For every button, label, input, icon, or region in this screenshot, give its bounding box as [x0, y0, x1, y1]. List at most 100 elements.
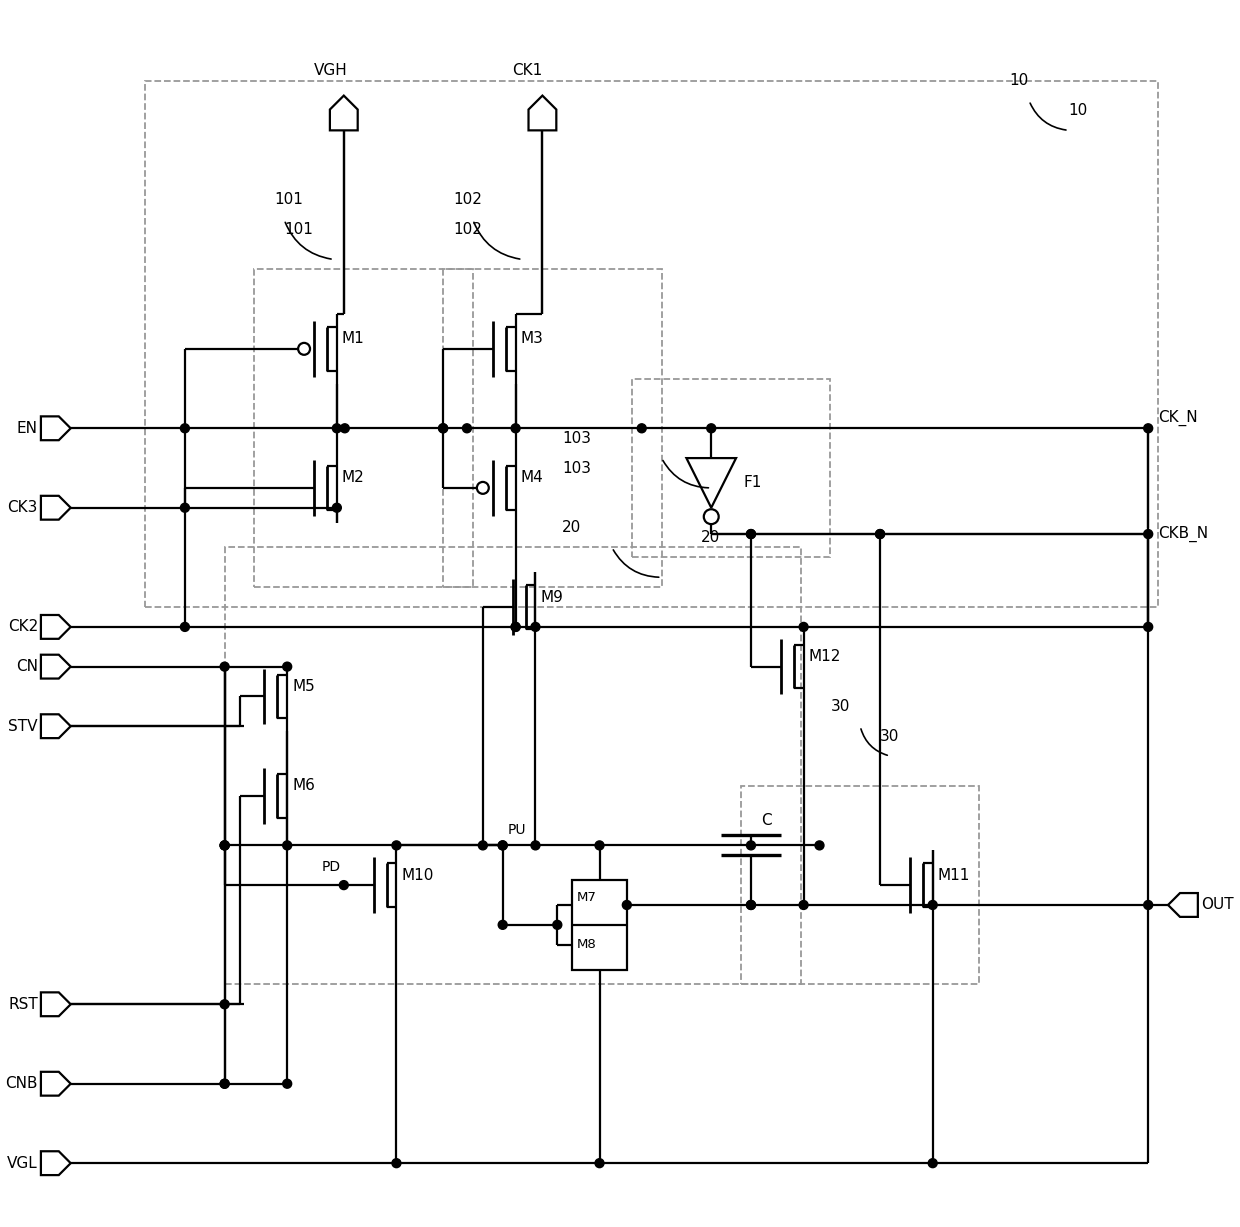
Circle shape [704, 509, 719, 524]
Text: M9: M9 [541, 590, 563, 605]
Circle shape [799, 901, 808, 909]
Bar [224, 547, 801, 984]
Text: VGH: VGH [314, 64, 347, 79]
Circle shape [283, 663, 291, 671]
Text: 30: 30 [831, 699, 849, 714]
Circle shape [463, 423, 471, 433]
Circle shape [439, 423, 448, 433]
Text: 10: 10 [1069, 103, 1087, 118]
Circle shape [875, 530, 884, 539]
Text: CK1: CK1 [512, 64, 543, 79]
Circle shape [929, 901, 937, 909]
Circle shape [746, 530, 755, 539]
Text: CK3: CK3 [7, 501, 38, 515]
Circle shape [746, 840, 755, 850]
Circle shape [498, 840, 507, 850]
Text: CKB_N: CKB_N [1158, 526, 1208, 542]
Circle shape [746, 901, 755, 909]
Circle shape [332, 423, 341, 433]
Circle shape [553, 920, 562, 929]
Text: CN: CN [16, 659, 38, 674]
Text: F1: F1 [743, 475, 761, 491]
Circle shape [340, 423, 350, 433]
Circle shape [340, 881, 348, 890]
Circle shape [181, 423, 190, 433]
Circle shape [221, 663, 229, 671]
Text: 101: 101 [284, 222, 312, 237]
Text: 102: 102 [453, 222, 482, 237]
Text: M2: M2 [342, 470, 365, 486]
Text: M8: M8 [577, 939, 596, 951]
Circle shape [221, 1080, 229, 1088]
Circle shape [746, 901, 755, 909]
Text: STV: STV [9, 719, 38, 734]
Circle shape [498, 920, 507, 929]
Circle shape [595, 840, 604, 850]
Circle shape [511, 423, 520, 433]
Circle shape [531, 840, 539, 850]
Circle shape [875, 530, 884, 539]
Circle shape [746, 530, 755, 539]
Circle shape [1143, 423, 1153, 433]
Bar [443, 270, 662, 588]
Text: 30: 30 [880, 729, 899, 744]
Text: M12: M12 [808, 649, 841, 664]
Circle shape [221, 840, 229, 850]
Circle shape [595, 1158, 604, 1168]
Text: M7: M7 [577, 891, 596, 903]
Circle shape [511, 622, 520, 632]
Circle shape [181, 503, 190, 512]
Bar [632, 379, 831, 557]
Circle shape [622, 901, 631, 909]
Circle shape [929, 1158, 937, 1168]
Bar [742, 785, 980, 984]
Circle shape [392, 1158, 401, 1168]
Text: VGL: VGL [7, 1156, 38, 1171]
Text: M4: M4 [521, 470, 543, 486]
Circle shape [1143, 901, 1153, 909]
Circle shape [283, 1080, 291, 1088]
Text: 103: 103 [562, 460, 591, 476]
Circle shape [439, 423, 448, 433]
Circle shape [479, 840, 487, 850]
Text: C: C [761, 814, 771, 828]
Text: 20: 20 [562, 520, 582, 535]
Text: PU: PU [507, 823, 526, 838]
Text: M11: M11 [937, 867, 970, 882]
Circle shape [1143, 622, 1153, 632]
Text: CNB: CNB [5, 1076, 38, 1091]
Text: 103: 103 [562, 431, 591, 445]
Text: 10: 10 [1009, 74, 1028, 88]
Text: M10: M10 [402, 867, 434, 882]
Text: 20: 20 [702, 530, 720, 545]
Circle shape [799, 622, 808, 632]
Text: 102: 102 [453, 193, 482, 207]
Circle shape [221, 1080, 229, 1088]
Bar [572, 880, 627, 969]
Circle shape [707, 423, 715, 433]
Circle shape [1143, 530, 1153, 539]
Circle shape [498, 840, 507, 850]
Bar [145, 81, 1158, 607]
Text: EN: EN [17, 421, 38, 436]
Bar [254, 270, 472, 588]
Circle shape [531, 622, 539, 632]
Text: M3: M3 [521, 331, 543, 346]
Circle shape [298, 342, 310, 355]
Circle shape [815, 840, 823, 850]
Circle shape [511, 622, 520, 632]
Circle shape [332, 503, 341, 512]
Text: 101: 101 [274, 193, 303, 207]
Text: M6: M6 [293, 778, 315, 794]
Text: CK2: CK2 [7, 620, 38, 634]
Circle shape [637, 423, 646, 433]
Circle shape [221, 840, 229, 850]
Circle shape [477, 482, 489, 493]
Text: OUT: OUT [1200, 897, 1234, 913]
Circle shape [283, 840, 291, 850]
Text: M1: M1 [342, 331, 365, 346]
Circle shape [221, 1000, 229, 1009]
Text: M5: M5 [293, 679, 315, 694]
Text: RST: RST [9, 996, 38, 1012]
Circle shape [221, 840, 229, 850]
